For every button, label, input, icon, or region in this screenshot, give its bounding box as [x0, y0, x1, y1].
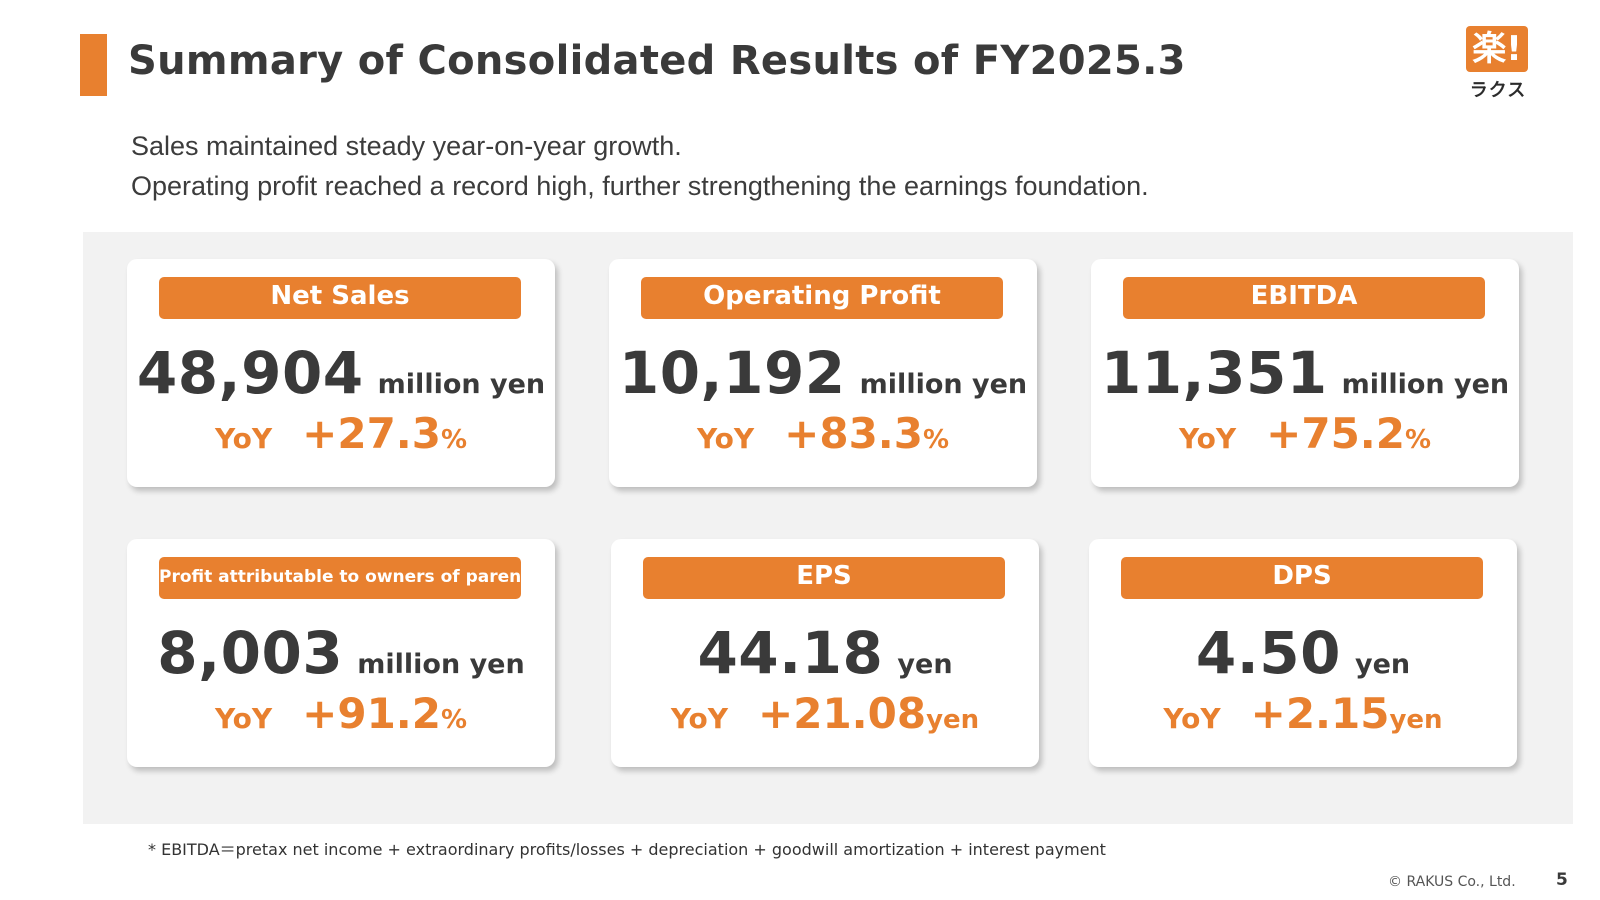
- logo-mark: 楽!: [1466, 26, 1528, 72]
- card-value: 4.50: [1195, 619, 1341, 687]
- yoy-value: +83.3: [784, 409, 923, 458]
- card-label: EBITDA: [1123, 277, 1485, 319]
- yoy-unit: %: [440, 705, 468, 735]
- card-yoy-row: YoY +75.2%: [1091, 409, 1519, 458]
- yoy-value: +75.2: [1266, 409, 1405, 458]
- copyright: © RAKUS Co., Ltd.: [1388, 874, 1516, 890]
- card-value: 48,904: [136, 339, 364, 407]
- card-yoy-row: YoY +2.15yen: [1089, 689, 1517, 738]
- card-value-row: 4.50 yen: [1089, 619, 1517, 687]
- card-label: EPS: [643, 557, 1005, 599]
- rakus-logo: 楽! ラクス: [1462, 24, 1534, 104]
- card-label: Operating Profit: [641, 277, 1003, 319]
- page-number: 5: [1556, 870, 1568, 890]
- card-value-row: 10,192 million yen: [609, 339, 1037, 407]
- results-panel: Net Sales 48,904 million yen YoY +27.3% Op…: [83, 232, 1573, 824]
- title-accent-bar: [80, 34, 107, 96]
- yoy-unit: %: [440, 425, 468, 455]
- card-ebitda: EBITDA 11,351 million yen YoY +75.2%: [1091, 259, 1519, 487]
- card-operating-profit: Operating Profit 10,192 million yen YoY +8…: [609, 259, 1037, 487]
- card-unit: million yen: [357, 649, 525, 680]
- yoy-unit: yen: [1389, 705, 1443, 735]
- card-eps: EPS 44.18 yen YoY +21.08yen: [611, 539, 1039, 767]
- ebitda-footnote: * EBITDA＝pretax net income + extraordina…: [148, 840, 1106, 859]
- card-yoy-row: YoY +27.3%: [127, 409, 555, 458]
- card-unit: million yen: [1341, 369, 1510, 400]
- yoy-label: YoY: [214, 702, 273, 735]
- card-yoy-row: YoY +91.2%: [127, 689, 555, 738]
- yoy-label: YoY: [1178, 422, 1237, 455]
- card-value-row: 48,904 million yen: [127, 339, 555, 407]
- page-title: Summary of Consolidated Results of FY202…: [128, 38, 1186, 84]
- card-unit: yen: [1354, 649, 1411, 680]
- yoy-value: +21.08: [758, 689, 927, 738]
- card-value-row: 8,003 million yen: [127, 619, 555, 687]
- card-label: Profit attributable to owners of parent: [159, 557, 529, 599]
- summary-line-1: Sales maintained steady year-on-year gro…: [131, 131, 682, 161]
- yoy-unit: yen: [926, 705, 980, 735]
- card-value: 10,192: [618, 339, 846, 407]
- card-unit: yen: [897, 649, 953, 680]
- card-dps: DPS 4.50 yen YoY +2.15yen: [1089, 539, 1517, 767]
- yoy-unit: %: [922, 425, 950, 455]
- card-value-row: 11,351 million yen: [1091, 339, 1519, 407]
- logo-text: ラクス: [1469, 80, 1527, 101]
- card-label: Net Sales: [159, 277, 521, 319]
- card-value-row: 44.18 yen: [611, 619, 1039, 687]
- card-value: 8,003: [157, 619, 344, 687]
- card-value: 44.18: [697, 619, 884, 687]
- yoy-value: +2.15: [1250, 689, 1390, 738]
- yoy-unit: %: [1404, 425, 1432, 455]
- card-yoy-row: YoY +21.08yen: [611, 689, 1039, 738]
- yoy-value: +91.2: [302, 689, 441, 738]
- yoy-label: YoY: [214, 422, 273, 455]
- card-label: DPS: [1121, 557, 1483, 599]
- summary-text: Sales maintained steady year-on-year gro…: [131, 126, 1149, 206]
- card-unit: million yen: [377, 369, 546, 400]
- card-unit: million yen: [859, 369, 1028, 400]
- yoy-label: YoY: [696, 422, 755, 455]
- card-value: 11,351: [1100, 339, 1328, 407]
- card-yoy-row: YoY +83.3%: [609, 409, 1037, 458]
- yoy-label: YoY: [670, 702, 729, 735]
- yoy-label: YoY: [1163, 702, 1221, 735]
- yoy-value: +27.3: [302, 409, 441, 458]
- card-net-sales: Net Sales 48,904 million yen YoY +27.3%: [127, 259, 555, 487]
- card-profit-attributable: Profit attributable to owners of parent …: [127, 539, 555, 767]
- summary-line-2: Operating profit reached a record high, …: [131, 171, 1149, 201]
